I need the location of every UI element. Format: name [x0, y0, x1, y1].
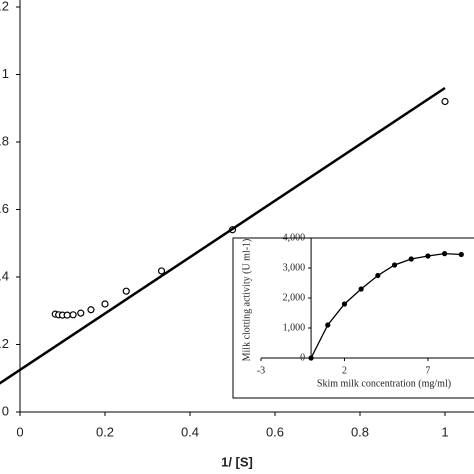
y-tick-label: 1 [2, 66, 9, 81]
inset-point [358, 286, 364, 292]
x-tick-label: 0.6 [266, 424, 284, 439]
inset-y-tick-label: 4,000 [283, 232, 306, 243]
y-tick-label: 0 [2, 403, 9, 418]
data-point [441, 97, 449, 106]
inset-point [325, 322, 331, 328]
x-tick-label: 0.8 [351, 424, 369, 439]
inset-y-tick-label: 0 [300, 352, 305, 363]
inset-point [341, 301, 348, 307]
inset-y-tick-label: 2,000 [283, 292, 306, 303]
x-tick-label: 0 [16, 424, 23, 439]
data-point [122, 287, 130, 295]
x-tick-label: 1 [441, 424, 448, 439]
fit-line [0, 86, 446, 385]
inset-x-axis-title: Skim milk concentration (mg/ml) [317, 378, 451, 389]
data-point [77, 309, 85, 317]
inset-point [375, 272, 381, 279]
data-point [69, 311, 77, 319]
inset-point [308, 355, 314, 361]
data-point [157, 267, 166, 275]
inset-y-axis-title: Milk clotting activity (U ml-1) [241, 239, 252, 362]
x-tick-label: 0.2 [96, 424, 114, 439]
x-tick-label: 0.4 [181, 424, 199, 439]
y-tick-label: 0.2 [0, 336, 9, 351]
inset-point [408, 256, 414, 262]
inset-x-tick-label: 2 [342, 365, 347, 376]
x-axis-title: 1/ [S] [221, 454, 253, 469]
inset-point [391, 262, 398, 268]
inset-x-tick-label: 7 [425, 365, 430, 376]
inset-y-tick-label: 1,000 [283, 322, 306, 333]
inset-point [425, 253, 431, 259]
inset-line [310, 252, 462, 359]
data-point [87, 306, 95, 314]
inset-point [458, 251, 464, 258]
y-tick-label: 0.6 [0, 201, 9, 216]
inset-frame [232, 237, 474, 399]
data-point [63, 311, 71, 319]
inset-y-tick-label: 3,000 [283, 262, 306, 273]
inset-point [442, 251, 448, 257]
y-tick-label: 0.4 [0, 268, 9, 283]
inset-x-tick-label: -3 [257, 365, 265, 376]
y-tick-label: 0.8 [0, 133, 9, 148]
y-tick-label: 1.2 [0, 0, 9, 13]
data-point [101, 300, 109, 308]
